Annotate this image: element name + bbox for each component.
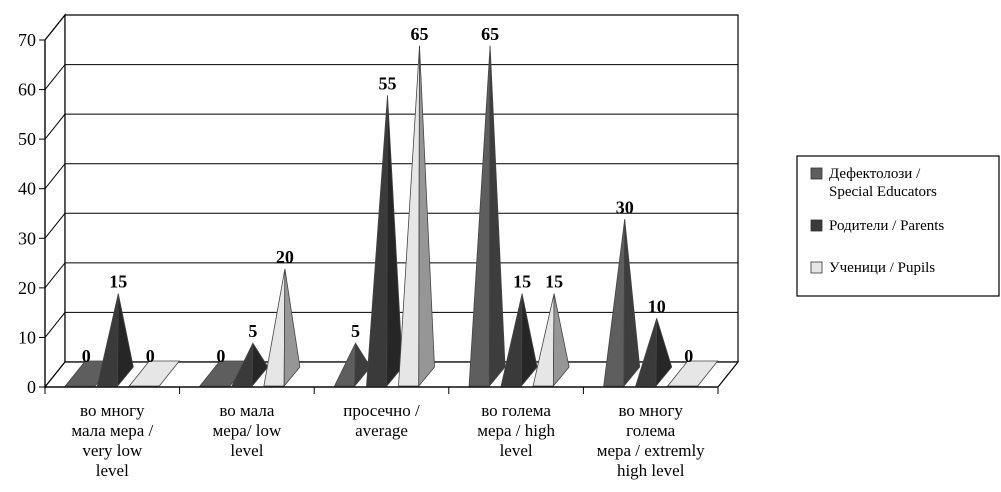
side-wall	[44, 13, 66, 389]
legend-swatch	[810, 261, 823, 274]
cone	[500, 293, 538, 388]
back-wall	[64, 14, 739, 363]
category-label: во многу голема мера / extremly high level	[597, 401, 705, 480]
data-label: 15	[545, 272, 563, 292]
data-label: 65	[411, 24, 429, 44]
y-tick-label: 0	[27, 377, 36, 397]
data-label: 0	[82, 346, 91, 366]
cone	[96, 293, 134, 388]
category-label: во мала мера/ low level	[212, 401, 282, 460]
gridline	[44, 113, 738, 140]
y-tick-label: 60	[18, 80, 36, 100]
category-label: во многу мала мера / very low level	[71, 401, 153, 480]
legend-swatch	[810, 167, 823, 180]
y-tick-label: 30	[18, 228, 36, 248]
cone	[635, 318, 673, 388]
cone	[263, 268, 301, 388]
category-label: просечно / average	[343, 401, 420, 440]
cone	[603, 219, 641, 388]
cone	[468, 45, 506, 388]
cone	[231, 341, 269, 388]
cone	[532, 293, 570, 388]
category-label: во голема мера / high level	[477, 401, 555, 460]
data-label: 55	[379, 73, 397, 93]
gridline	[44, 262, 738, 289]
data-label: 10	[648, 296, 666, 316]
data-label: 0	[216, 346, 225, 366]
data-label: 15	[513, 272, 531, 292]
data-label: 0	[684, 346, 693, 366]
legend-box	[796, 155, 1000, 297]
legend-swatch	[810, 219, 823, 232]
legend-label: Дефектолози / Special Educators	[829, 166, 937, 200]
gridline	[44, 14, 738, 41]
data-label: 0	[146, 346, 155, 366]
cone	[366, 95, 403, 388]
legend: Дефектолози / Special Educators Родители /…	[796, 155, 1000, 297]
data-label: 65	[481, 24, 499, 44]
gridlines	[44, 14, 738, 338]
y-tick-label: 10	[18, 327, 36, 347]
cone	[666, 360, 719, 387]
cone	[333, 341, 371, 388]
y-tick-label: 20	[18, 278, 36, 298]
gridline	[44, 64, 738, 90]
gridline	[44, 212, 738, 239]
data-label: 5	[351, 321, 360, 341]
cone	[398, 45, 435, 388]
y-tick-label: 40	[18, 179, 36, 199]
cone	[128, 360, 181, 387]
y-tick-label: 70	[18, 30, 36, 50]
data-label: 5	[248, 321, 257, 341]
data-label: 15	[109, 272, 127, 292]
legend-label: Ученици / Pupils	[829, 260, 935, 276]
data-label: 30	[616, 197, 634, 217]
y-axis: 0 10 20 30 40 50 60 70	[18, 30, 46, 397]
data-label: 20	[276, 247, 294, 267]
x-axis: во многу мала мера / very low level во мала м…	[44, 386, 719, 480]
gridline	[44, 311, 738, 338]
y-tick-label: 50	[18, 129, 36, 149]
legend-label: Родители / Parents	[829, 218, 944, 234]
gridline	[44, 163, 738, 190]
